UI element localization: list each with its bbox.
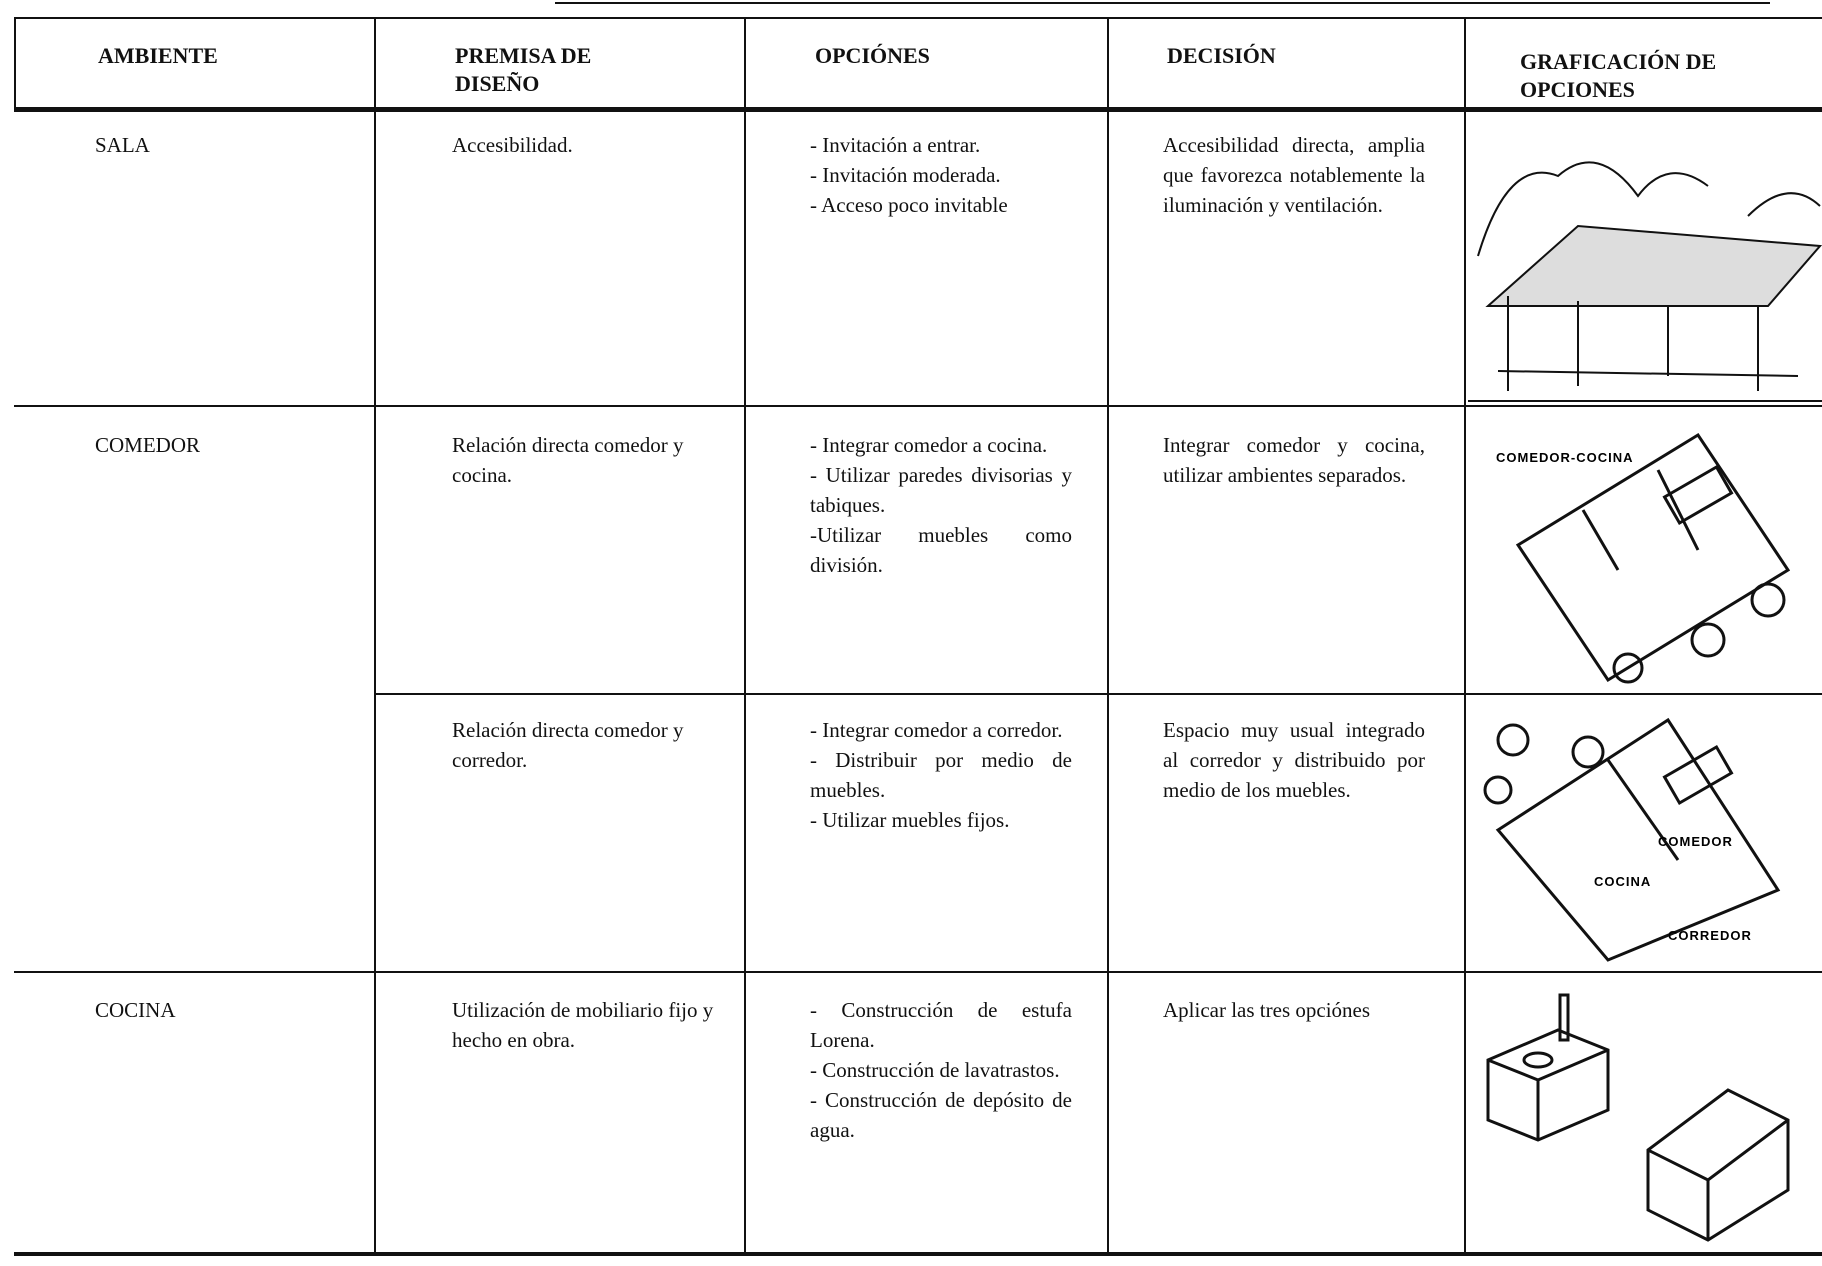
opciones: - Integrar comedor a cocina. - Utilizar p… xyxy=(810,430,1072,580)
rule xyxy=(14,17,16,109)
decision: Integrar comedor y cocina, utilizar ambi… xyxy=(1163,433,1425,487)
rule xyxy=(555,2,1770,4)
premisa: Relación directa comedor y cocina. xyxy=(452,433,684,487)
opcion: -Utilizar muebles como división. xyxy=(810,523,1072,577)
opcion: - Construcción de estufa Lorena. xyxy=(810,998,1072,1052)
plan-sketch: COMEDOR COCINA CORREDOR xyxy=(1483,717,1781,962)
ambiente: SALA xyxy=(95,133,150,157)
opciones: - Invitación a entrar. - Invitación moder… xyxy=(810,130,1072,220)
header-cell: PREMISA DE DISEÑO xyxy=(455,43,592,96)
premisa: Accesibilidad. xyxy=(452,133,573,157)
opcion: - Invitación moderada. xyxy=(810,163,1001,187)
rule xyxy=(374,17,376,1254)
opcion: - Integrar comedor a corredor. xyxy=(810,718,1063,742)
decision: Accesibilidad directa, amplia que favore… xyxy=(1163,133,1425,217)
rule xyxy=(14,1252,1822,1256)
decision: Espacio muy usual integrado al corredor … xyxy=(1163,718,1425,802)
rule xyxy=(744,17,746,1254)
rule xyxy=(1107,17,1109,1254)
drawing-label: COMEDOR-COCINA xyxy=(1496,450,1634,465)
opcion: - Construcción de depósito de agua. xyxy=(810,1088,1072,1142)
premisa: Relación directa comedor y corredor. xyxy=(452,718,684,772)
opcion: - Utilizar muebles fijos. xyxy=(810,808,1010,832)
opciones: - Construcción de estufa Lorena. - Constr… xyxy=(810,995,1072,1145)
ambiente: COMEDOR xyxy=(95,433,201,457)
opcion: - Invitación a entrar. xyxy=(810,133,981,157)
header-cell: GRAFICACIÓN DE OPCIONES xyxy=(1520,49,1717,102)
furniture-sketch xyxy=(1486,993,1790,1242)
opciones: - Integrar comedor a corredor. - Distribu… xyxy=(810,715,1072,835)
ambiente: COCINA xyxy=(95,998,176,1022)
header-cell: OPCIÓNES xyxy=(815,43,930,68)
header-cell: AMBIENTE xyxy=(98,43,218,68)
opcion: - Distribuir por medio de muebles. xyxy=(810,748,1072,802)
drawing-label: COMEDOR xyxy=(1658,834,1733,849)
rule xyxy=(14,405,1822,407)
opcion: - Utilizar paredes divisorias y tabiques… xyxy=(810,463,1072,517)
rule xyxy=(1464,17,1466,1254)
rule xyxy=(14,17,1822,19)
rule xyxy=(14,107,1822,112)
premisa: Utilización de mobiliario fijo y hecho e… xyxy=(452,998,714,1052)
opcion: - Construcción de lavatrastos. xyxy=(810,1058,1060,1082)
plan-sketch: COMEDOR-COCINA xyxy=(1496,432,1791,684)
header-cell: DECISIÓN xyxy=(1167,43,1276,68)
rule xyxy=(374,693,1822,695)
drawing-label: CORREDOR xyxy=(1668,928,1752,943)
house-sketch xyxy=(1468,161,1822,402)
drawing-label: COCINA xyxy=(1594,874,1651,889)
opcion: - Acceso poco invitable xyxy=(810,193,1008,217)
rule xyxy=(14,971,1822,973)
opcion: - Integrar comedor a cocina. xyxy=(810,433,1048,457)
decision: Aplicar las tres opciónes xyxy=(1163,998,1371,1022)
